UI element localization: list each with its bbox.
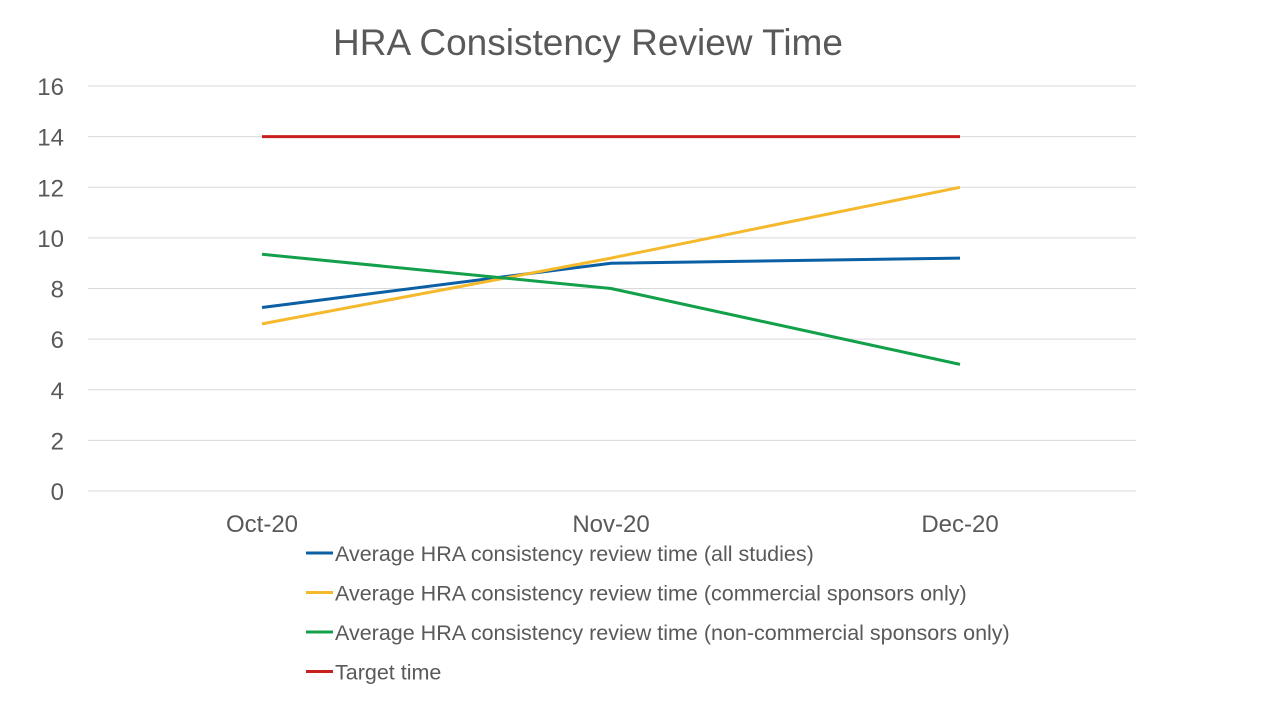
legend-entry-label: Target time: [335, 661, 441, 685]
y-tick-label: 6: [51, 327, 64, 354]
y-tick-label: 12: [37, 175, 64, 202]
series-line-1: [261, 185, 961, 326]
y-tick-label: 10: [37, 226, 64, 253]
legend: Average HRA consistency review time (all…: [306, 542, 1010, 685]
y-tick-label: 16: [37, 74, 64, 101]
y-axis-tick-labels: 0 2 4 6 8 10 12 14 16: [37, 74, 64, 506]
legend-entry-label: Average HRA consistency review time (com…: [335, 582, 967, 606]
chart-title: HRA Consistency Review Time: [333, 22, 843, 63]
legend-entry-label: Average HRA consistency review time (non…: [335, 621, 1010, 645]
x-tick-label: Dec-20: [921, 511, 998, 538]
x-axis-tick-labels: Oct-20 Nov-20 Dec-20: [226, 511, 999, 538]
series-line-2: [261, 252, 961, 366]
y-tick-label: 0: [51, 479, 64, 506]
x-tick-label: Oct-20: [226, 511, 298, 538]
series-lines: [261, 135, 961, 366]
y-tick-label: 8: [51, 277, 64, 304]
x-tick-label: Nov-20: [572, 511, 649, 538]
y-tick-label: 2: [51, 428, 64, 455]
y-tick-label: 4: [51, 378, 64, 405]
series-line-0: [261, 256, 961, 309]
y-tick-label: 14: [37, 125, 64, 152]
legend-entry-label: Average HRA consistency review time (all…: [335, 542, 814, 566]
